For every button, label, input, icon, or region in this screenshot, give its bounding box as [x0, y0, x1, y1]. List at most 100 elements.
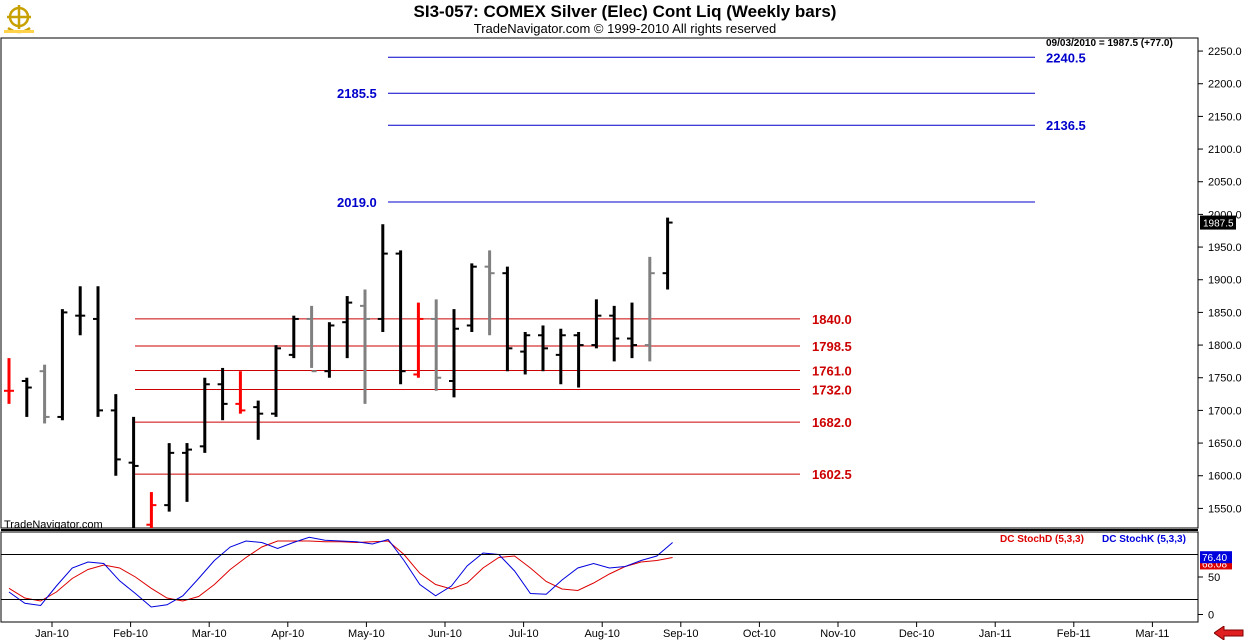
- ohlc-bar: [431, 299, 442, 391]
- ohlc-bar: [395, 250, 406, 385]
- ohlc-bar: [377, 224, 388, 332]
- date-tick-label: Feb-11: [1057, 628, 1091, 640]
- stochk-value-box: [1200, 551, 1232, 564]
- resistance-lines: 2240.5 2185.5 2136.5 2019.0: [337, 50, 1086, 210]
- ohlc-bar: [199, 377, 210, 453]
- date-tick-label: Apr-10: [271, 628, 304, 640]
- ohlc-bar: [57, 309, 68, 421]
- ohlc-bar: [555, 328, 566, 385]
- ohlc-bar: [627, 302, 637, 359]
- scroll-left-arrow-icon[interactable]: [1214, 626, 1244, 640]
- ohlc-bar: [21, 377, 32, 417]
- stoch-tick-label: 0: [1208, 610, 1214, 622]
- stochastic-lines: [8, 536, 673, 608]
- resistance-line-label: 2136.5: [1046, 118, 1086, 133]
- ohlc-bar: [360, 289, 370, 404]
- stochd-legend: DC StochD (5,3,3): [1000, 534, 1084, 545]
- chart-copyright: TradeNavigator.com © 1999-2010 All right…: [473, 21, 777, 36]
- stoch-tick-label: 50: [1208, 572, 1220, 584]
- ohlc-bar: [520, 332, 531, 375]
- ohlc-bar: [573, 332, 584, 388]
- resistance-line-label: 2185.5: [337, 86, 377, 101]
- date-axis: Jan-10 Feb-10 Mar-10 Apr-10 May-10 Jun-10 Jul-…: [35, 622, 1169, 640]
- ohlc-bar: [662, 217, 673, 290]
- ohlc-bar: [466, 263, 477, 332]
- ohlc-bar: [182, 443, 192, 502]
- price-tick-label: 1900.0: [1208, 275, 1242, 287]
- price-tick-label: 1600.0: [1208, 471, 1242, 483]
- stochk-line: [8, 536, 673, 608]
- ohlc-bar: [146, 492, 157, 528]
- ohlc-bar: [93, 286, 103, 417]
- resistance-line-label: 2019.0: [337, 195, 377, 210]
- ohlc-bar: [502, 266, 513, 372]
- ohlc-bar: [413, 302, 424, 378]
- date-tick-label: Aug-10: [584, 628, 619, 640]
- ohlc-bar: [75, 286, 86, 336]
- price-tick-label: 1800.0: [1208, 340, 1242, 352]
- price-bars: [4, 217, 673, 528]
- ohlc-bar: [324, 322, 335, 378]
- price-tick-label: 1750.0: [1208, 373, 1242, 385]
- date-tick-label: May-10: [348, 628, 385, 640]
- ohlc-bar: [217, 367, 228, 421]
- date-tick-label: Jan-11: [979, 628, 1012, 640]
- support-line-label: 1602.5: [812, 467, 852, 482]
- date-tick-label: Mar-11: [1135, 628, 1169, 640]
- price-tick-label: 1850.0: [1208, 307, 1242, 319]
- ohlc-bar: [39, 364, 50, 424]
- chart-title: SI3-057: COMEX Silver (Elec) Cont Liq (W…: [413, 2, 837, 21]
- support-line-label: 1682.0: [812, 415, 852, 430]
- price-panel-frame: [0, 37, 1199, 529]
- ohlc-bar: [591, 299, 602, 349]
- ohlc-bar: [110, 394, 121, 476]
- ohlc-bar: [4, 358, 14, 404]
- ohlc-bar: [449, 309, 459, 398]
- date-tick-label: Oct-10: [743, 628, 776, 640]
- indicator-panel-frame: [0, 531, 1199, 623]
- ohlc-bar: [288, 315, 299, 359]
- date-tick-label: Mar-10: [192, 628, 227, 640]
- ohlc-bar: [235, 371, 246, 414]
- ohlc-bar: [538, 325, 548, 372]
- date-tick-label: Jun-10: [428, 628, 462, 640]
- price-tick-label: 1950.0: [1208, 242, 1242, 254]
- price-axis: 1550.0 1600.0 1650.0 1700.0 1750.0 1800.0 1850…: [1198, 46, 1242, 515]
- last-price-box: [1200, 215, 1236, 230]
- support-line-label: 1732.0: [812, 382, 852, 397]
- price-tick-label: 2100.0: [1208, 144, 1242, 156]
- ohlc-bar: [253, 400, 264, 440]
- price-tick-label: 2150.0: [1208, 111, 1242, 123]
- last-price-value: 1987.5: [1203, 219, 1234, 230]
- last-quote-label: 09/03/2010 = 1987.5 (+77.0): [1046, 38, 1173, 49]
- ohlc-bar: [271, 345, 281, 417]
- price-tick-label: 1550.0: [1208, 503, 1242, 515]
- date-tick-label: Sep-10: [663, 628, 698, 640]
- ohlc-bar: [644, 256, 655, 362]
- stochk-legend: DC StochK (5,3,3): [1102, 534, 1186, 545]
- stochd-value: 68.08: [1202, 559, 1227, 570]
- date-tick-label: Jul-10: [509, 628, 539, 640]
- price-tick-label: 2250.0: [1208, 46, 1242, 58]
- ohlc-bar: [484, 250, 495, 336]
- ohlc-bar: [609, 305, 620, 362]
- stochd-line: [8, 540, 673, 602]
- support-line-label: 1761.0: [812, 364, 852, 379]
- ohlc-bar: [128, 416, 139, 528]
- price-tick-label: 1650.0: [1208, 438, 1242, 450]
- support-lines: 1840.0 1798.5 1761.0 1732.0 1682.0 1602.5: [135, 312, 852, 482]
- date-tick-label: Jan-10: [35, 628, 69, 640]
- date-tick-label: Dec-10: [899, 628, 934, 640]
- date-tick-label: Nov-10: [820, 628, 855, 640]
- ohlc-bar: [342, 296, 353, 359]
- resistance-line-label: 2240.5: [1046, 50, 1086, 65]
- price-tick-label: 1700.0: [1208, 405, 1242, 417]
- ohlc-bar: [164, 443, 175, 512]
- price-tick-label: 2050.0: [1208, 177, 1242, 189]
- date-tick-label: Feb-10: [113, 628, 148, 640]
- price-tick-label: 2200.0: [1208, 79, 1242, 91]
- watermark-label: TradeNavigator.com: [4, 519, 103, 531]
- ohlc-bar: [306, 305, 317, 373]
